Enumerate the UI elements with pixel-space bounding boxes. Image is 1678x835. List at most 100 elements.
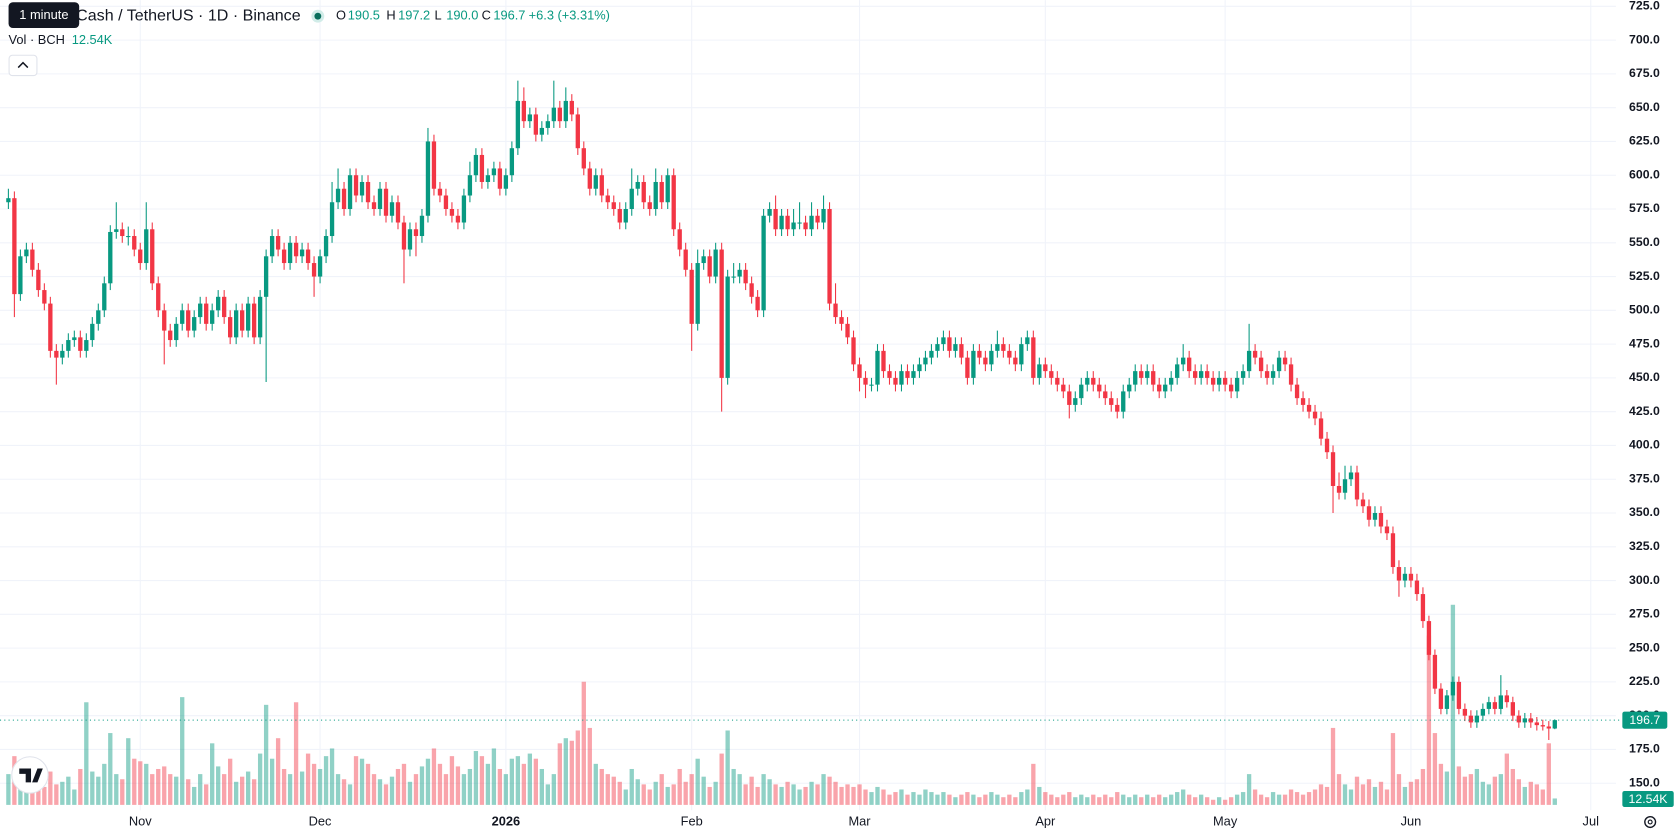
volume-bar [1354,776,1360,805]
candle-body [6,198,11,203]
volume-bar [126,738,131,805]
volume-bar [1252,789,1258,805]
volume-bar [833,781,838,805]
candle-body [449,209,455,216]
candle-body [1390,533,1396,568]
candle-body [887,371,892,378]
collapse-button[interactable] [8,54,38,77]
legend-value: 197.2 [398,8,430,23]
candle-body [210,310,215,324]
candle-body [1450,681,1456,696]
volume-bar [1025,789,1030,805]
logo-mark [19,768,43,783]
volume-bar [1013,797,1018,805]
status-dot [314,12,322,20]
settings-icon[interactable] [1644,815,1657,829]
candle-body [833,303,838,318]
volume-bar [6,774,11,805]
volume-bar [455,766,461,805]
volume-bar [995,794,1000,805]
candle-body [605,195,610,203]
volume-bar [1055,797,1060,805]
volume-bar [1258,794,1264,805]
candle-body [767,209,772,216]
x-tick-label: Nov [129,813,152,828]
price-tag-label: 196.7 [1629,713,1660,727]
candle-body [263,256,269,297]
candle-body [479,154,485,182]
volume-bar [677,768,682,805]
candle-body [1330,452,1336,486]
volume-bar [251,779,257,805]
volume-bar [953,797,958,805]
volume-bar [545,784,550,805]
volume-bar [1103,794,1108,805]
volume-bar [797,789,802,805]
candle-body [503,175,509,189]
candle-body [527,114,533,122]
candle-body [126,236,131,238]
candle-body [485,175,491,182]
volume-bar [1282,794,1288,805]
candle-body [935,344,940,351]
candle-body [150,229,155,284]
volume-bar [959,794,964,805]
candle-body [905,371,910,378]
candle-body [371,202,377,210]
candle-body [329,202,335,237]
volume-bar [1234,794,1240,805]
candle-body [1444,695,1450,709]
candle-body [377,188,383,210]
candle-body [803,222,808,230]
candle-body [707,256,712,277]
candle-body [1025,337,1030,345]
candle-body [1384,526,1390,534]
volume-bar [803,786,808,805]
volume-bar [431,748,437,805]
candle-body [24,249,29,257]
volume-bar [1001,797,1006,805]
candle-body [827,209,832,304]
volume-bar [1085,797,1090,805]
candle-body [42,290,47,304]
candle-body [923,357,928,365]
volume-bar [281,768,287,805]
volume-bar [1240,792,1246,805]
volume-bar [269,758,275,805]
candle-body [713,249,718,277]
volume-bar [1336,774,1342,805]
candle-body [257,296,263,338]
volume-bar [275,738,281,805]
volume-bar [1133,794,1138,805]
candle-body [875,350,880,385]
volume-bar [1175,792,1180,805]
candle-body [269,236,275,257]
volume-bar [1318,784,1324,805]
candle-body [228,317,233,338]
volume-bar [599,768,604,805]
volume-bar [1157,794,1162,805]
candle-body [132,236,137,250]
volume-bar [869,792,874,805]
y-tick-label: 175.0 [1629,742,1660,756]
candle-body [773,209,778,230]
candle-body [1414,580,1420,595]
volume-bar [749,776,754,805]
y-tick-label: 575.0 [1629,201,1660,215]
volume-bar [1216,797,1222,805]
candle-body [1193,371,1198,378]
volume-bar [707,786,712,805]
volume-bar [1210,799,1216,805]
candle-body [287,242,293,264]
volume-bar [1181,789,1186,805]
volume-bar [132,758,137,805]
volume-bar [983,794,988,805]
volume-bar [977,797,982,805]
volume-bar [665,786,670,805]
volume-bar [299,771,305,805]
volume-bar [48,771,53,805]
volume-bar [150,774,155,805]
volume-bar [1294,792,1300,805]
volume-bar [239,776,245,805]
candle-body [1300,398,1306,405]
